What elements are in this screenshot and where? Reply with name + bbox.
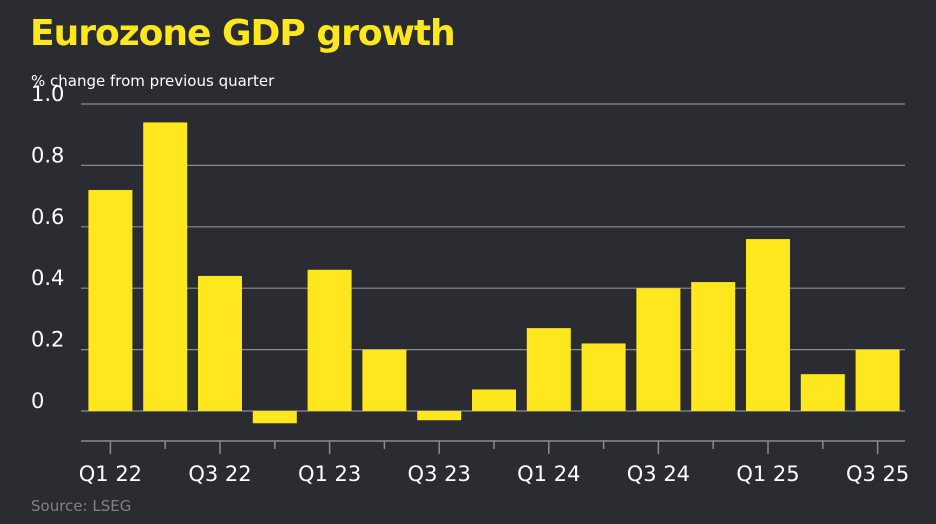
y-tick-label: 0.8 xyxy=(31,143,64,167)
x-tick-label: Q1 22 xyxy=(79,462,142,486)
bar xyxy=(581,343,626,411)
x-tick-label: Q3 24 xyxy=(627,462,690,486)
bar xyxy=(855,349,900,411)
source-note: Source: LSEG xyxy=(31,497,132,515)
y-tick-label: 0.2 xyxy=(31,328,64,352)
bar xyxy=(198,275,242,411)
bar xyxy=(691,282,736,411)
x-tick-label: Q3 25 xyxy=(846,462,909,486)
y-tick-label: 1.0 xyxy=(31,82,64,106)
y-tick-label: 0.6 xyxy=(31,205,64,229)
y-tick-label: 0 xyxy=(31,389,44,413)
bar xyxy=(252,411,297,424)
bars xyxy=(88,122,900,424)
chart-subtitle: % change from previous quarter xyxy=(31,72,275,90)
bar xyxy=(143,122,188,412)
x-tick-labels: Q1 22 Q3 22 Q1 23 Q3 23 Q1 24 Q3 24 Q1 25 Q3 25 xyxy=(79,462,909,486)
bar xyxy=(472,389,516,411)
bar xyxy=(526,328,571,411)
bar xyxy=(362,349,407,411)
bar xyxy=(636,288,681,411)
bar xyxy=(88,189,133,411)
x-axis xyxy=(81,440,905,454)
x-tick-label: Q1 24 xyxy=(517,462,580,486)
y-tick-labels: 0 0.2 0.4 0.6 0.8 1.0 xyxy=(31,82,64,413)
x-tick-label: Q3 23 xyxy=(408,462,471,486)
x-tick-label: Q1 23 xyxy=(298,462,361,486)
y-tick-label: 0.4 xyxy=(31,266,64,290)
chart-title: Eurozone GDP growth xyxy=(30,13,456,54)
bar xyxy=(417,411,462,421)
x-tick-label: Q1 25 xyxy=(736,462,799,486)
bar xyxy=(800,374,845,411)
x-tick-label: Q3 22 xyxy=(188,462,251,486)
bar xyxy=(307,269,352,411)
bar xyxy=(746,239,790,411)
